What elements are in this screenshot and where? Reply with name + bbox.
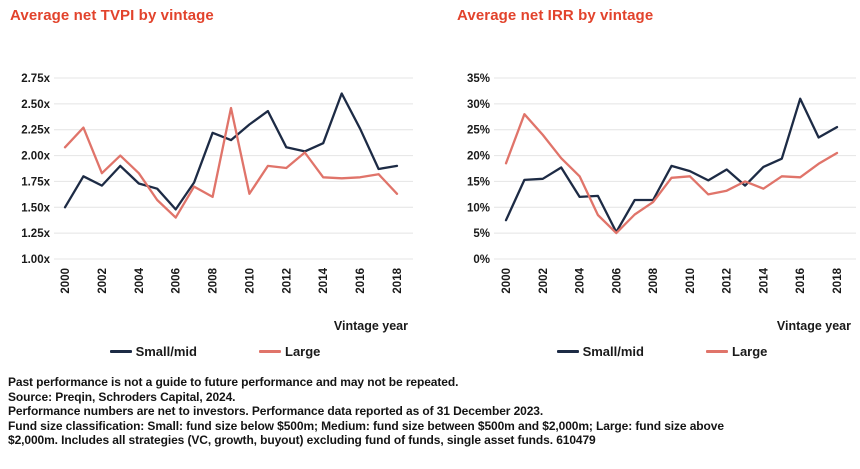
footnote-past-performance: Past performance is not a guide to futur… — [8, 375, 459, 389]
svg-text:2006: 2006 — [171, 268, 183, 294]
footnote-fund-size-2: $2,000m. Includes all strategies (VC, gr… — [8, 433, 596, 448]
svg-text:2016: 2016 — [355, 268, 367, 294]
footnote-performance-net: Performance numbers are net to investors… — [8, 404, 544, 419]
legend-label-large: Large — [285, 344, 321, 359]
svg-text:30%: 30% — [467, 99, 490, 111]
svg-text:2014: 2014 — [318, 267, 330, 293]
svg-text:2.75x: 2.75x — [21, 73, 50, 85]
svg-text:5%: 5% — [473, 228, 490, 240]
svg-text:2008: 2008 — [208, 267, 220, 293]
svg-text:2012: 2012 — [281, 268, 293, 294]
tvpi-chart-title: Average net TVPI by vintage — [10, 7, 214, 24]
svg-text:2004: 2004 — [134, 267, 146, 293]
svg-text:1.50x: 1.50x — [21, 202, 50, 214]
irr-chart-title: Average net IRR by vintage — [457, 7, 654, 24]
svg-text:2018: 2018 — [832, 267, 844, 293]
small-mid-line-swatch — [556, 350, 579, 353]
svg-text:2.25x: 2.25x — [21, 125, 50, 137]
svg-text:2008: 2008 — [648, 267, 660, 293]
svg-text:1.25x: 1.25x — [21, 228, 50, 240]
footnote-source: Source: Preqin, Schroders Capital, 2024. — [8, 389, 236, 404]
svg-text:10%: 10% — [467, 202, 490, 214]
svg-text:2006: 2006 — [611, 268, 623, 294]
legend-item-large: Large — [259, 344, 320, 359]
svg-text:2016: 2016 — [795, 268, 807, 294]
irr-legend: Small/mid Large — [430, 344, 860, 359]
legend-item-small-mid: Small/mid — [556, 344, 644, 359]
svg-text:1.00x: 1.00x — [21, 254, 50, 266]
svg-text:2000: 2000 — [60, 268, 72, 294]
large-line-swatch — [706, 350, 728, 353]
tvpi-line-chart: 2.75x 2.50x 2.25x 2.00x 1.75x 1.50x 1.25x 1.00x… — [21, 73, 413, 333]
svg-text:2.00x: 2.00x — [21, 151, 50, 163]
svg-text:15%: 15% — [467, 176, 490, 188]
small-mid-line-swatch — [109, 350, 132, 353]
svg-text:2002: 2002 — [97, 268, 109, 294]
footnotes-block: Past performance is not a guide to futur… — [8, 375, 856, 448]
legend-item-large: Large — [706, 344, 767, 359]
svg-text:25%: 25% — [467, 125, 490, 137]
svg-text:2000: 2000 — [501, 268, 513, 294]
svg-text:2010: 2010 — [685, 268, 697, 294]
svg-text:2018: 2018 — [392, 267, 404, 293]
legend-label-small-mid: Small/mid — [582, 344, 644, 359]
legend-item-small-mid: Small/mid — [109, 344, 197, 359]
svg-text:Vintage year: Vintage year — [334, 319, 408, 333]
svg-text:1.75x: 1.75x — [21, 176, 50, 188]
svg-text:2.50x: 2.50x — [21, 99, 50, 111]
svg-text:2010: 2010 — [244, 268, 256, 294]
svg-text:Vintage year: Vintage year — [777, 319, 851, 333]
svg-text:20%: 20% — [467, 151, 490, 163]
legend-label-small-mid: Small/mid — [135, 344, 197, 359]
svg-text:2012: 2012 — [722, 268, 734, 294]
tvpi-legend: Small/mid Large — [0, 344, 430, 359]
irr-line-chart: 35% 30% 25% 20% 15% 10% 5% 0% 2000 2002 2004 2006 20… — [467, 73, 856, 333]
legend-label-large: Large — [732, 344, 768, 359]
svg-text:35%: 35% — [467, 73, 490, 85]
svg-text:2004: 2004 — [575, 267, 587, 293]
svg-text:0%: 0% — [473, 254, 490, 266]
svg-text:2014: 2014 — [758, 267, 770, 293]
footnote-fund-size-1: Fund size classification: Small: fund si… — [8, 418, 724, 433]
large-line-swatch — [259, 350, 281, 353]
svg-text:2002: 2002 — [538, 268, 550, 294]
